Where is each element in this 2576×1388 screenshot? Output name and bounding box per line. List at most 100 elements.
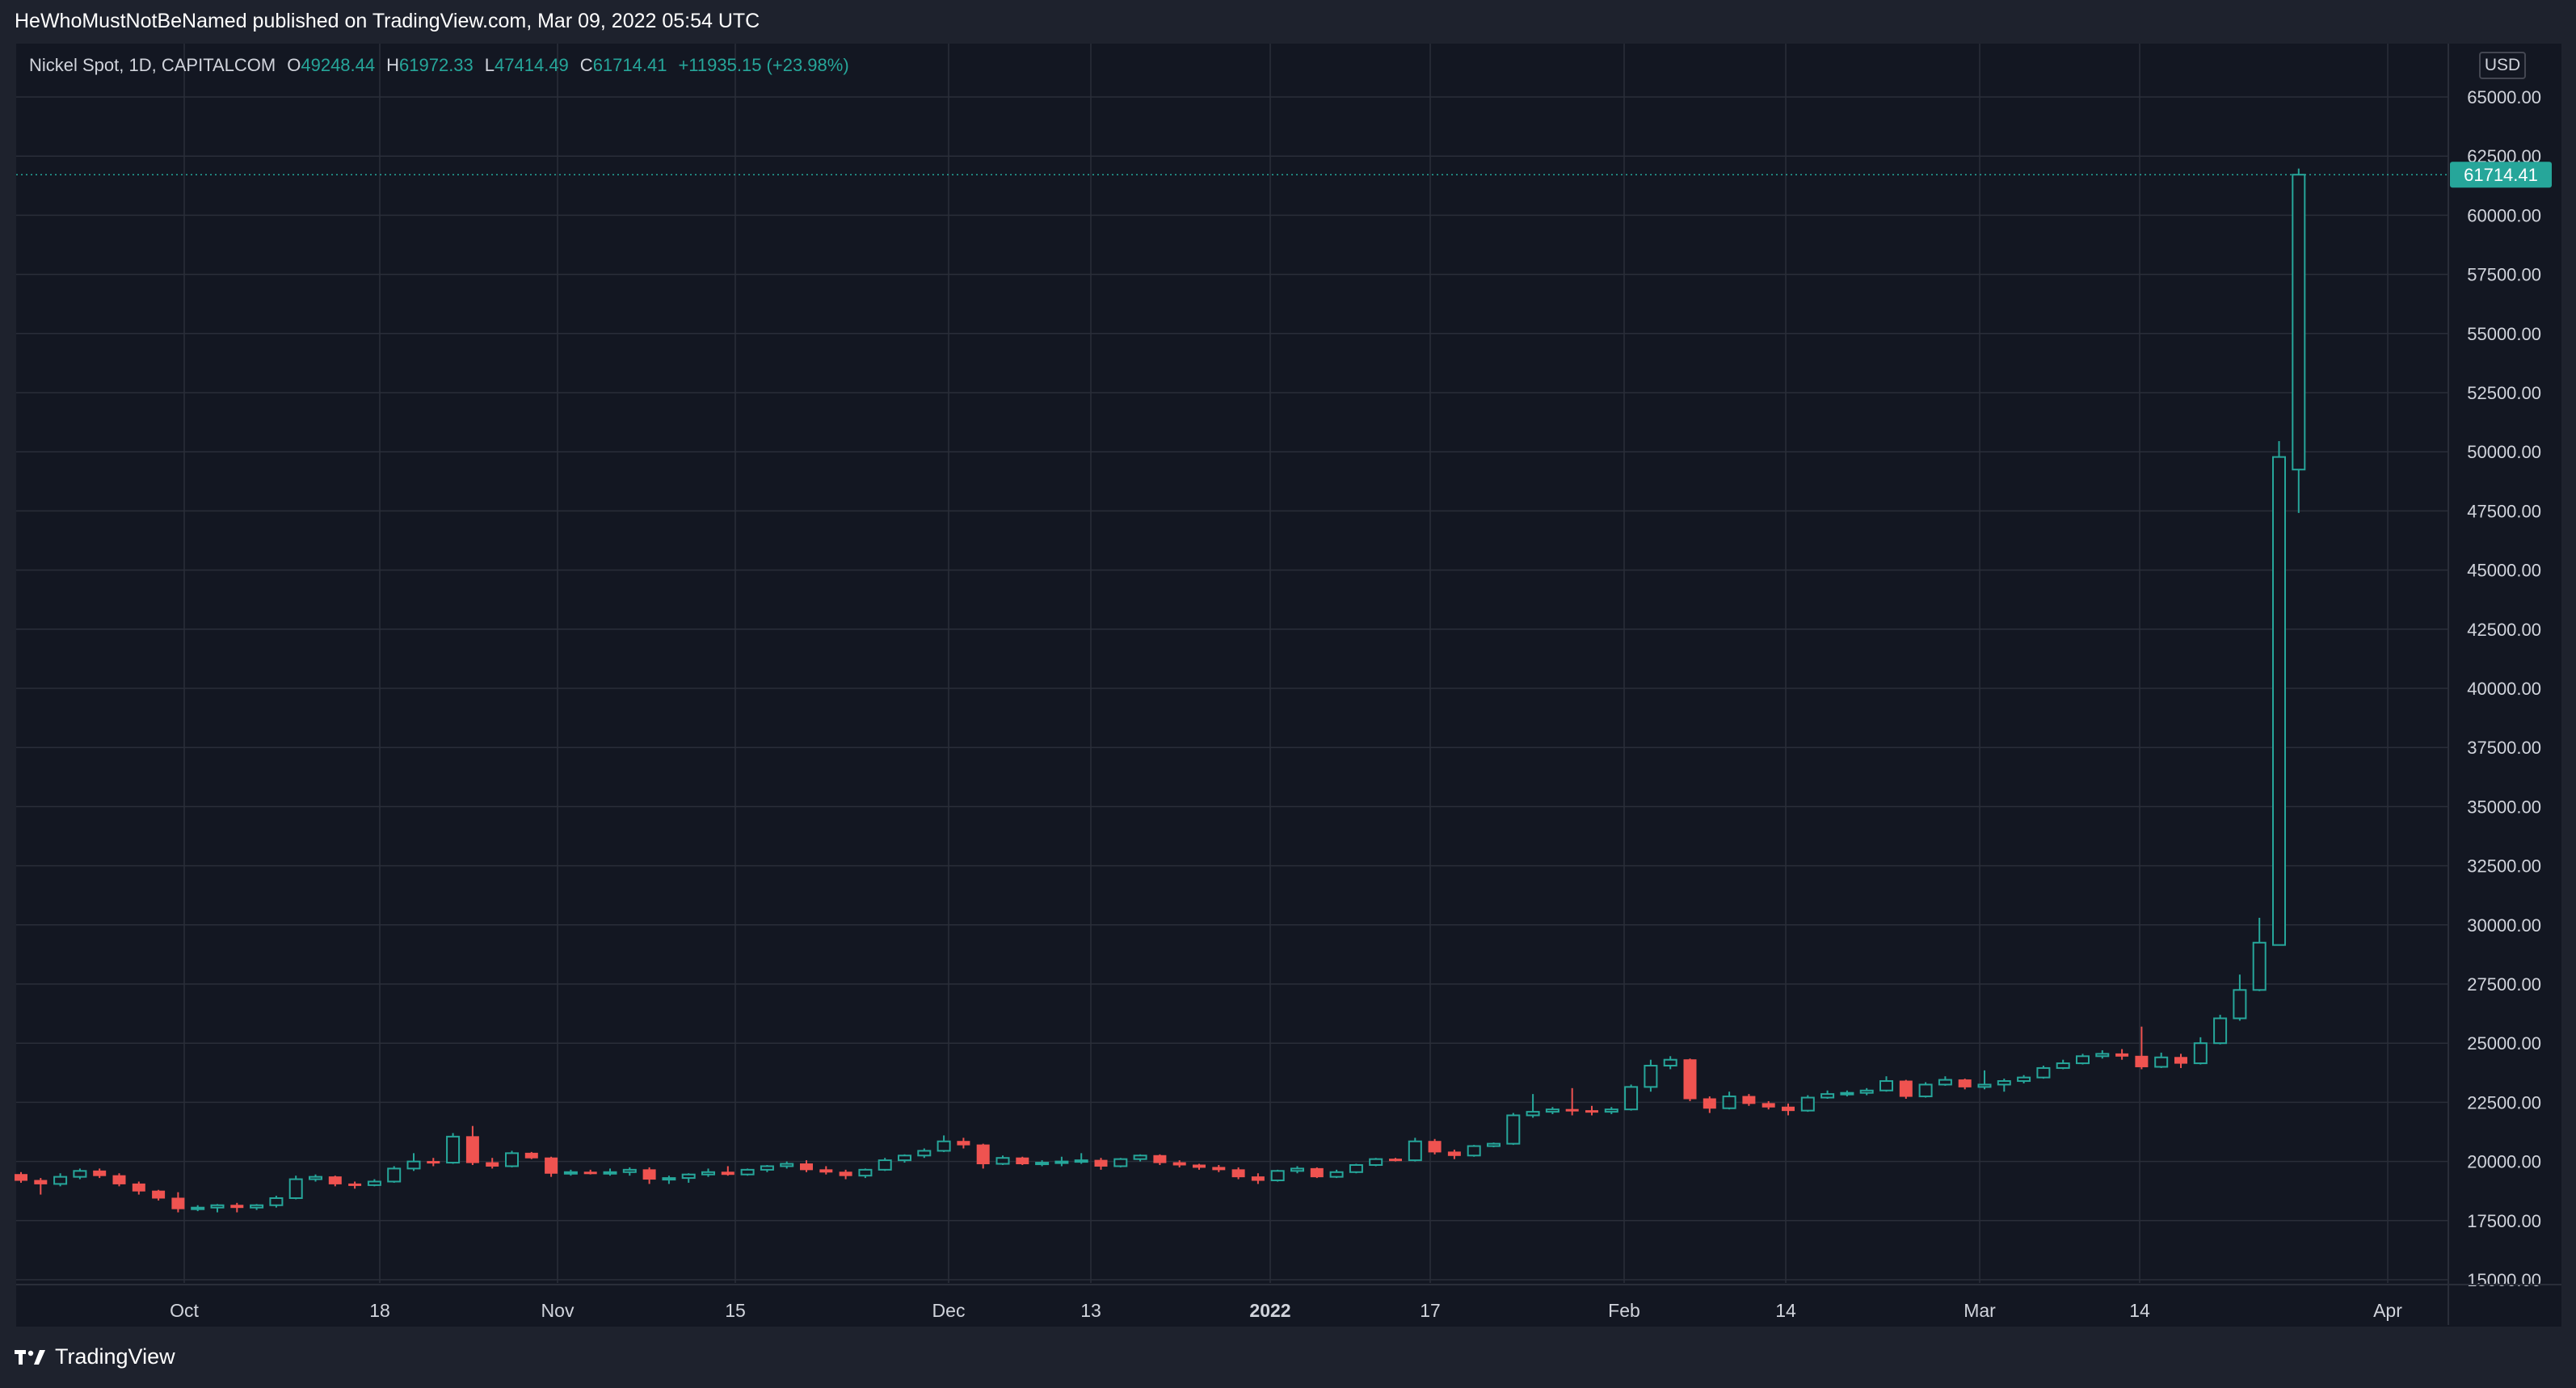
candle[interactable] xyxy=(603,1168,617,1176)
candle[interactable] xyxy=(524,1151,538,1159)
candle[interactable] xyxy=(1526,1094,1540,1118)
candle[interactable] xyxy=(1782,1103,1795,1116)
candle[interactable] xyxy=(1153,1154,1167,1165)
candle[interactable] xyxy=(1742,1094,1756,1106)
candle[interactable] xyxy=(701,1168,715,1177)
candle[interactable] xyxy=(1624,1084,1639,1111)
candle[interactable] xyxy=(1428,1138,1442,1155)
candle[interactable] xyxy=(1369,1158,1383,1167)
candle[interactable] xyxy=(1762,1100,1775,1110)
candle[interactable] xyxy=(2193,1037,2208,1065)
candle[interactable] xyxy=(2095,1049,2110,1059)
candle[interactable] xyxy=(210,1204,225,1213)
candle[interactable] xyxy=(1918,1082,1933,1098)
candle[interactable] xyxy=(230,1202,244,1213)
candle[interactable] xyxy=(152,1189,166,1201)
candle[interactable] xyxy=(662,1176,676,1184)
currency-button[interactable]: USD xyxy=(2479,52,2526,79)
candle[interactable] xyxy=(1447,1149,1461,1159)
candle[interactable] xyxy=(1879,1076,1893,1092)
candle[interactable] xyxy=(1467,1145,1481,1157)
candle[interactable] xyxy=(2252,918,2267,991)
candle[interactable] xyxy=(2017,1075,2031,1083)
candle[interactable] xyxy=(15,1171,27,1183)
candle[interactable] xyxy=(1506,1113,1521,1146)
candle[interactable] xyxy=(1270,1169,1285,1182)
candle[interactable] xyxy=(898,1154,911,1163)
candle[interactable] xyxy=(2056,1059,2070,1070)
candle[interactable] xyxy=(112,1173,126,1187)
candle[interactable] xyxy=(780,1161,794,1169)
candle[interactable] xyxy=(1938,1076,1952,1086)
candle[interactable] xyxy=(642,1167,656,1184)
candle[interactable] xyxy=(2292,168,2306,513)
candle[interactable] xyxy=(2174,1054,2187,1068)
candle[interactable] xyxy=(563,1169,578,1176)
candle[interactable] xyxy=(288,1176,303,1200)
candle[interactable] xyxy=(976,1143,990,1169)
candle[interactable] xyxy=(721,1166,734,1176)
candle[interactable] xyxy=(2213,1015,2228,1045)
candle[interactable] xyxy=(2036,1066,2051,1079)
candle[interactable] xyxy=(132,1181,145,1195)
candle[interactable] xyxy=(1585,1105,1598,1116)
candle[interactable] xyxy=(2272,441,2286,946)
candle[interactable] xyxy=(1604,1107,1618,1115)
candle[interactable] xyxy=(367,1179,381,1187)
candle[interactable] xyxy=(1172,1160,1186,1167)
candle[interactable] xyxy=(427,1158,440,1167)
candle[interactable] xyxy=(937,1135,951,1152)
candle[interactable] xyxy=(1545,1107,1559,1115)
candle[interactable] xyxy=(1349,1163,1363,1174)
candle[interactable] xyxy=(53,1173,68,1187)
candle[interactable] xyxy=(250,1204,264,1210)
candle[interactable] xyxy=(1840,1090,1854,1097)
candle[interactable] xyxy=(1703,1096,1716,1113)
candle[interactable] xyxy=(2135,1026,2149,1070)
candle[interactable] xyxy=(1997,1079,2011,1092)
candle[interactable] xyxy=(1408,1138,1422,1162)
candle[interactable] xyxy=(1389,1158,1402,1162)
candle[interactable] xyxy=(1859,1087,1874,1096)
candle[interactable] xyxy=(1193,1163,1206,1170)
candle[interactable] xyxy=(917,1148,932,1159)
candle[interactable] xyxy=(1487,1142,1501,1148)
candle[interactable] xyxy=(1212,1164,1226,1172)
candle[interactable] xyxy=(681,1173,696,1183)
candle[interactable] xyxy=(465,1125,479,1165)
candle[interactable] xyxy=(1958,1079,1972,1090)
candle[interactable] xyxy=(1094,1158,1108,1170)
candle[interactable] xyxy=(1800,1095,1815,1113)
candle[interactable] xyxy=(995,1155,1010,1165)
candle[interactable] xyxy=(1231,1167,1245,1180)
candle[interactable] xyxy=(191,1205,205,1212)
candle[interactable] xyxy=(1644,1059,1658,1092)
candle[interactable] xyxy=(858,1168,873,1179)
candle[interactable] xyxy=(819,1166,833,1175)
candle[interactable] xyxy=(1663,1056,1677,1070)
candle[interactable] xyxy=(1565,1087,1579,1116)
candle[interactable] xyxy=(1899,1079,1913,1100)
candle[interactable] xyxy=(1310,1167,1324,1179)
candle[interactable] xyxy=(1074,1153,1088,1164)
candle[interactable] xyxy=(1251,1173,1265,1184)
symbol-label[interactable]: Nickel Spot, 1D, CAPITALCOM xyxy=(29,55,276,75)
candle[interactable] xyxy=(545,1156,558,1177)
candle[interactable] xyxy=(486,1158,499,1169)
candle[interactable] xyxy=(839,1169,852,1180)
candle[interactable] xyxy=(406,1153,421,1171)
candle[interactable] xyxy=(740,1168,755,1176)
candle[interactable] xyxy=(760,1164,774,1172)
candle[interactable] xyxy=(583,1169,597,1175)
tradingview-brand[interactable]: TradingView xyxy=(55,1344,175,1369)
candle[interactable] xyxy=(1035,1160,1050,1167)
candle[interactable] xyxy=(878,1158,892,1171)
candle[interactable] xyxy=(1820,1090,1835,1100)
tradingview-logo-icon[interactable] xyxy=(15,1348,47,1366)
candle[interactable] xyxy=(269,1196,284,1208)
candle[interactable] xyxy=(2076,1054,2090,1065)
candle[interactable] xyxy=(73,1168,87,1180)
candle[interactable] xyxy=(93,1168,107,1179)
candle[interactable] xyxy=(387,1166,402,1183)
